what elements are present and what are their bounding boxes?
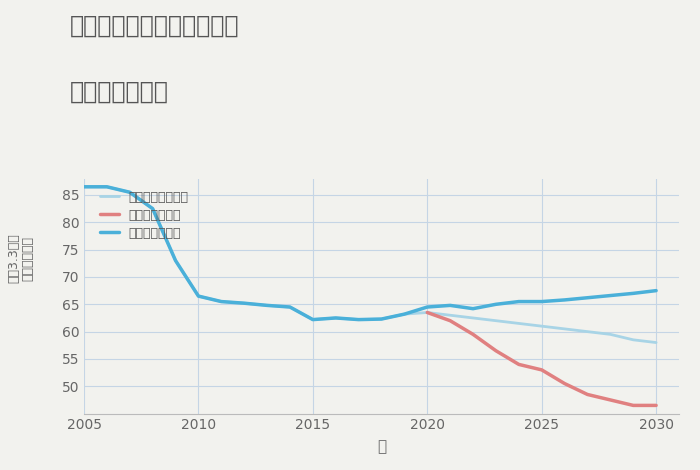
ノーマルシナリオ [583,329,592,335]
グッドシナリオ [332,315,340,321]
ノーマルシナリオ [172,258,180,263]
バッドシナリオ [491,348,500,353]
ノーマルシナリオ [561,326,569,332]
グッドシナリオ [194,293,202,299]
ノーマルシナリオ [309,317,317,322]
Text: 土地の価格推移: 土地の価格推移 [70,80,169,104]
ノーマルシナリオ [332,315,340,321]
バッドシナリオ [629,403,638,408]
ノーマルシナリオ [263,303,272,308]
ノーマルシナリオ [194,293,202,299]
Text: 奈良県奈良市西千代ヶ丘の: 奈良県奈良市西千代ヶ丘の [70,14,239,38]
Text: 坪（3.3㎡）: 坪（3.3㎡） [8,234,20,283]
グッドシナリオ [469,306,477,312]
グッドシナリオ [240,300,248,306]
ノーマルシナリオ [103,184,111,189]
グッドシナリオ [446,303,454,308]
Line: グッドシナリオ: グッドシナリオ [84,187,656,320]
バッドシナリオ [561,381,569,386]
ノーマルシナリオ [240,300,248,306]
グッドシナリオ [286,304,294,310]
バッドシナリオ [606,397,615,403]
ノーマルシナリオ [377,316,386,322]
グッドシナリオ [514,299,523,305]
グッドシナリオ [629,290,638,296]
グッドシナリオ [561,297,569,303]
X-axis label: 年: 年 [377,439,386,454]
グッドシナリオ [263,303,272,308]
グッドシナリオ [583,295,592,300]
Legend: ノーマルシナリオ, バッドシナリオ, グッドシナリオ: ノーマルシナリオ, バッドシナリオ, グッドシナリオ [96,187,192,244]
バッドシナリオ [423,310,431,315]
ノーマルシナリオ [217,299,225,305]
グッドシナリオ [80,184,88,189]
バッドシナリオ [446,318,454,323]
ノーマルシナリオ [286,304,294,310]
ノーマルシナリオ [629,337,638,343]
ノーマルシナリオ [446,313,454,318]
ノーマルシナリオ [514,321,523,326]
グッドシナリオ [400,311,409,317]
Text: 単価（万円）: 単価（万円） [22,236,34,281]
グッドシナリオ [354,317,363,322]
グッドシナリオ [103,184,111,189]
ノーマルシナリオ [125,189,134,195]
ノーマルシナリオ [469,315,477,321]
グッドシナリオ [125,189,134,195]
バッドシナリオ [514,361,523,367]
ノーマルシナリオ [491,318,500,323]
ノーマルシナリオ [423,310,431,315]
バッドシナリオ [652,403,660,408]
ノーマルシナリオ [354,317,363,322]
ノーマルシナリオ [606,331,615,337]
ノーマルシナリオ [538,323,546,329]
グッドシナリオ [606,293,615,298]
Line: ノーマルシナリオ: ノーマルシナリオ [84,187,656,343]
グッドシナリオ [309,317,317,322]
ノーマルシナリオ [400,311,409,317]
ノーマルシナリオ [652,340,660,345]
バッドシナリオ [583,392,592,397]
グッドシナリオ [172,258,180,263]
ノーマルシナリオ [148,206,157,212]
バッドシナリオ [469,331,477,337]
Line: バッドシナリオ: バッドシナリオ [427,313,656,406]
グッドシナリオ [148,206,157,212]
グッドシナリオ [538,299,546,305]
グッドシナリオ [423,304,431,310]
バッドシナリオ [538,367,546,373]
ノーマルシナリオ [80,184,88,189]
グッドシナリオ [491,301,500,307]
グッドシナリオ [377,316,386,322]
グッドシナリオ [217,299,225,305]
グッドシナリオ [652,288,660,293]
